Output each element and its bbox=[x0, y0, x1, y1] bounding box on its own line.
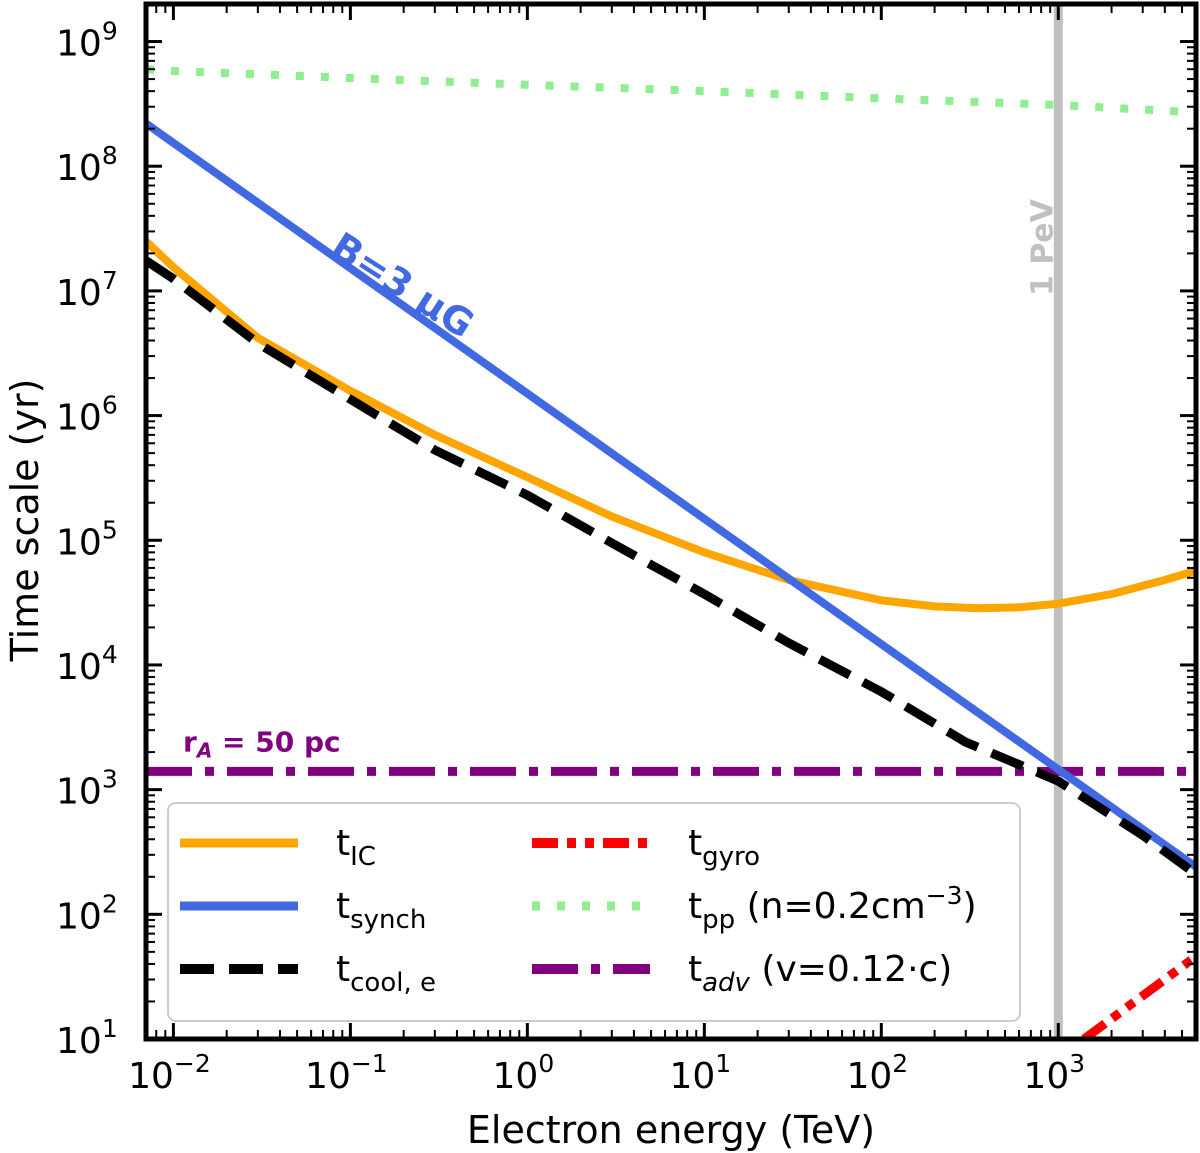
plot-frame bbox=[143, 1, 1199, 1042]
x-tick-exponent: 3 bbox=[1069, 1049, 1085, 1078]
y-tick-exponent: 6 bbox=[102, 391, 118, 420]
legend-label-rest: (v=0.12·c) bbox=[750, 949, 952, 990]
y-tick-label: 105 bbox=[56, 515, 118, 563]
y-tick-base: 10 bbox=[56, 24, 102, 65]
legend-label-main: t bbox=[688, 886, 702, 927]
x-tick-base: 10 bbox=[846, 1056, 892, 1097]
y-tick-label: 109 bbox=[56, 17, 118, 65]
x-tick-base: 10 bbox=[128, 1056, 174, 1097]
y-tick-base: 10 bbox=[56, 772, 102, 813]
ra-annotation-rest: = 50 pc bbox=[212, 725, 340, 758]
legend-label-sub: adv bbox=[702, 968, 750, 998]
legend-label-tadv: tadv (v=0.12·c) bbox=[688, 949, 952, 998]
vline-label: 1 PeV bbox=[1025, 198, 1060, 296]
legend-label-main: t bbox=[336, 823, 350, 864]
x-tick-exponent: 0 bbox=[538, 1049, 554, 1078]
y-tick-exponent: 4 bbox=[102, 640, 118, 669]
x-tick-label: 10−1 bbox=[305, 1049, 388, 1097]
legend-label-tcoole: tcool, e bbox=[336, 949, 436, 998]
ra-annotation: rA = 50 pc bbox=[183, 725, 341, 762]
y-tick-label: 104 bbox=[56, 640, 118, 688]
legend-label-sub: gyro bbox=[702, 842, 760, 872]
x-tick-exponent: −2 bbox=[174, 1049, 211, 1078]
y-tick-label: 103 bbox=[56, 765, 118, 813]
x-tick-label: 10−2 bbox=[128, 1049, 211, 1097]
y-tick-base: 10 bbox=[56, 148, 102, 189]
legend-label-tic: tIC bbox=[336, 823, 376, 872]
ra-annotation-sub: A bbox=[195, 738, 212, 762]
legend-label-tgyro: tgyro bbox=[688, 823, 760, 872]
x-tick-label: 101 bbox=[669, 1049, 731, 1097]
y-tick-label: 107 bbox=[56, 266, 118, 314]
y-tick-exponent: 1 bbox=[102, 1014, 118, 1043]
y-tick-exponent: 8 bbox=[102, 141, 118, 170]
legend-label-main: t bbox=[688, 949, 702, 990]
y-tick-base: 10 bbox=[56, 647, 102, 688]
x-tick-base: 10 bbox=[493, 1056, 539, 1097]
series-layer bbox=[146, 65, 1196, 1039]
y-tick-exponent: 2 bbox=[102, 889, 118, 918]
y-tick-label: 106 bbox=[56, 391, 118, 439]
legend-label-tail: ) bbox=[963, 886, 977, 927]
y-tick-exponent: 9 bbox=[102, 17, 118, 46]
x-tick-exponent: 2 bbox=[892, 1049, 908, 1078]
y-tick-exponent: 3 bbox=[102, 765, 118, 794]
y-tick-base: 10 bbox=[56, 522, 102, 563]
legend-label-sub: pp bbox=[702, 905, 735, 935]
x-tick-base: 10 bbox=[305, 1056, 351, 1097]
legend-label-tsynch: tsynch bbox=[336, 886, 426, 935]
x-tick-base: 10 bbox=[1023, 1056, 1069, 1097]
series-line-tgyro bbox=[1081, 952, 1196, 1039]
y-tick-base: 10 bbox=[56, 896, 102, 937]
y-tick-label: 102 bbox=[56, 889, 118, 937]
legend-label-main: t bbox=[336, 949, 350, 990]
x-tick-exponent: 1 bbox=[715, 1049, 731, 1078]
x-axis-label: Electron energy (TeV) bbox=[467, 1108, 875, 1152]
legend-label-sub: IC bbox=[350, 842, 376, 872]
legend-label-sub: synch bbox=[350, 905, 426, 935]
legend-label-sub: cool, e bbox=[350, 968, 436, 998]
x-tick-exponent: −1 bbox=[351, 1049, 388, 1078]
x-tick-base: 10 bbox=[669, 1056, 715, 1097]
y-tick-base: 10 bbox=[56, 1021, 102, 1062]
y-tick-label: 101 bbox=[56, 1014, 118, 1062]
ra-annotation-main: r bbox=[183, 725, 197, 758]
y-tick-base: 10 bbox=[56, 398, 102, 439]
series-line-tcoole bbox=[146, 256, 1196, 878]
legend-label-tpp: tpp (n=0.2cm−3) bbox=[688, 881, 977, 935]
y-tick-base: 10 bbox=[56, 273, 102, 314]
legend-label-sup: −3 bbox=[926, 881, 963, 910]
x-tick-label: 100 bbox=[493, 1049, 555, 1097]
y-tick-label: 108 bbox=[56, 141, 118, 189]
legend-label-main: t bbox=[336, 886, 350, 927]
legend-label-main: t bbox=[688, 823, 702, 864]
series-line-tsynch bbox=[146, 120, 1196, 871]
y-axis-label: Time scale (yr) bbox=[3, 379, 47, 663]
series-line-tpp bbox=[146, 65, 1196, 117]
legend-box bbox=[167, 802, 1021, 1022]
x-tick-label: 103 bbox=[1023, 1049, 1085, 1097]
legend-label-rest: (n=0.2cm bbox=[735, 886, 926, 927]
x-tick-label: 102 bbox=[846, 1049, 908, 1097]
y-tick-exponent: 7 bbox=[102, 266, 118, 295]
y-tick-exponent: 5 bbox=[102, 515, 118, 544]
